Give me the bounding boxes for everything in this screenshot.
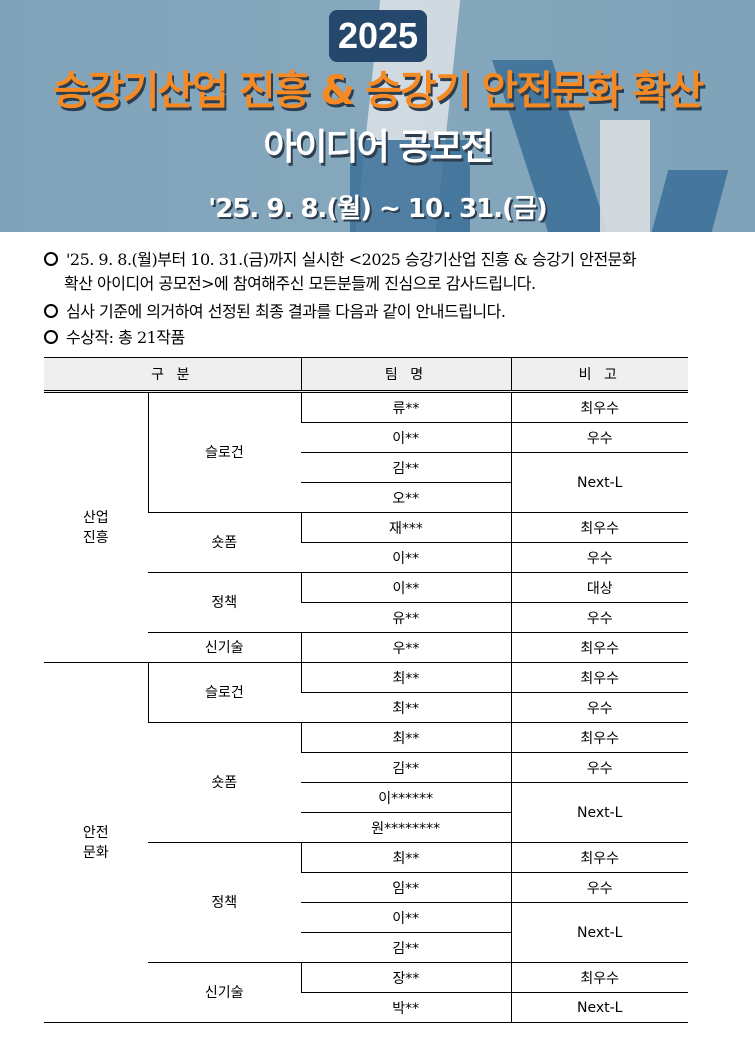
banner-year: 2025	[329, 10, 427, 62]
note-cell: 최우수	[510, 962, 688, 993]
table-row: 이** 우수	[44, 422, 688, 453]
header-note: 비 고	[510, 357, 688, 393]
header-team: 팀 명	[300, 357, 511, 393]
note-cell: Next-L	[510, 452, 688, 513]
note-cell: 최우수	[510, 391, 688, 423]
table-row: 김** 우수	[44, 752, 688, 783]
team-cell: 이**	[301, 422, 511, 453]
intro-thanks: '25. 9. 8.(월)부터 10. 31.(금)까지 실시한 <2025 승…	[44, 248, 637, 296]
header-category: 구 분	[44, 357, 301, 393]
note-cell: Next-L	[510, 782, 688, 843]
team-cell: 원********	[301, 812, 511, 843]
team-cell: 장**	[300, 962, 511, 993]
intro-count: 수상작: 총 21작품	[44, 326, 185, 350]
intro-line: '25. 9. 8.(월)부터 10. 31.(금)까지 실시한 <2025 승…	[66, 250, 637, 269]
note-cell: 우수	[510, 872, 688, 903]
bullet-icon	[44, 304, 58, 318]
results-table: 구 분 팀 명 비 고 산업 진흥 슬로건 류** 최우수 이** 우수 김** Next-L…	[44, 357, 688, 1023]
table-row: 이** Next-L	[44, 902, 688, 963]
table-row: 신기술 장** 최우수	[44, 962, 688, 1023]
team-cell: 유**	[301, 602, 511, 633]
team-cell: 이******	[301, 782, 511, 813]
table-row: 박** Next-L	[44, 992, 688, 1023]
category-cell: 신기술	[148, 632, 301, 663]
table-row: 김** Next-L	[44, 452, 688, 513]
intro-line: 수상작: 총 21작품	[66, 328, 185, 347]
note-cell: 우수	[510, 692, 688, 723]
table-row: 유** 우수	[44, 602, 688, 633]
intro-line: 확산 아이디어 공모전>에 참여해주신 모든분들께 진심으로 감사드립니다.	[64, 274, 536, 293]
table-row: 산업 진흥 슬로건 류** 최우수	[44, 391, 688, 663]
note-cell: Next-L	[510, 992, 688, 1023]
team-cell: 우**	[300, 632, 511, 663]
table-row: 최** 우수	[44, 692, 688, 723]
table-row: 김**	[44, 932, 688, 963]
banner-period: '25. 9. 8.(월) ~ 10. 31.(금)	[208, 194, 548, 224]
note-cell: Next-L	[510, 902, 688, 963]
table-row: 신기술 우** 최우수	[44, 632, 688, 663]
team-cell: 박**	[301, 992, 511, 1023]
intro-guide: 심사 기준에 의거하여 선정된 최종 결과를 다음과 같이 안내드립니다.	[44, 300, 506, 324]
note-cell: 대상	[510, 572, 688, 603]
note-cell: 최우수	[510, 842, 688, 873]
team-cell: 류**	[300, 391, 511, 423]
team-cell: 최**	[300, 662, 511, 693]
note-cell: 최우수	[510, 662, 688, 693]
team-cell: 김**	[301, 932, 511, 963]
category-cell: 신기술	[148, 962, 301, 1023]
event-banner: 2025 승강기산업 진흥 & 승강기 안전문화 확산 아이디어 공모전 '25…	[0, 0, 755, 232]
team-cell: 최**	[300, 722, 511, 753]
team-cell: 김**	[301, 752, 511, 783]
team-cell: 재***	[300, 512, 511, 543]
note-cell: 최우수	[510, 632, 688, 663]
team-cell: 오**	[301, 482, 511, 513]
category-cell: 숏폼	[148, 722, 301, 843]
group-cell: 산업 진흥	[44, 391, 148, 663]
team-cell: 이**	[301, 902, 511, 933]
note-cell: 최우수	[510, 722, 688, 753]
banner-subtitle: 아이디어 공모전	[263, 127, 493, 168]
category-cell: 정책	[148, 572, 301, 633]
category-cell: 슬로건	[147, 391, 301, 513]
table-row: 정책 최** 최우수	[44, 842, 688, 963]
intro-line: 심사 기준에 의거하여 선정된 최종 결과를 다음과 같이 안내드립니다.	[66, 302, 506, 321]
note-cell: 우수	[510, 602, 688, 633]
table-row: 임** 우수	[44, 872, 688, 903]
table-row: 오**	[44, 482, 688, 513]
table-row: 정책 이** 대상	[44, 572, 688, 633]
team-cell: 임**	[301, 872, 511, 903]
category-cell: 슬로건	[147, 662, 301, 723]
note-cell: 우수	[510, 422, 688, 453]
team-cell: 김**	[301, 452, 511, 483]
category-cell: 숏폼	[148, 512, 301, 573]
banner-title: 승강기산업 진흥 & 승강기 안전문화 확산	[52, 68, 704, 114]
team-cell: 이**	[301, 542, 511, 573]
category-cell: 정책	[148, 842, 301, 963]
team-cell: 이**	[300, 572, 511, 603]
note-cell: 최우수	[510, 512, 688, 543]
note-cell: 우수	[510, 542, 688, 573]
table-row: 이** 우수	[44, 542, 688, 573]
bullet-icon	[44, 330, 58, 344]
team-cell: 최**	[300, 842, 511, 873]
table-row: 숏폼 최** 최우수	[44, 722, 688, 843]
note-cell: 우수	[510, 752, 688, 783]
table-row: 안전 문화 슬로건 최** 최우수	[44, 662, 688, 1023]
group-cell: 안전 문화	[44, 662, 148, 1023]
team-cell: 최**	[301, 692, 511, 723]
bullet-icon	[44, 252, 58, 266]
